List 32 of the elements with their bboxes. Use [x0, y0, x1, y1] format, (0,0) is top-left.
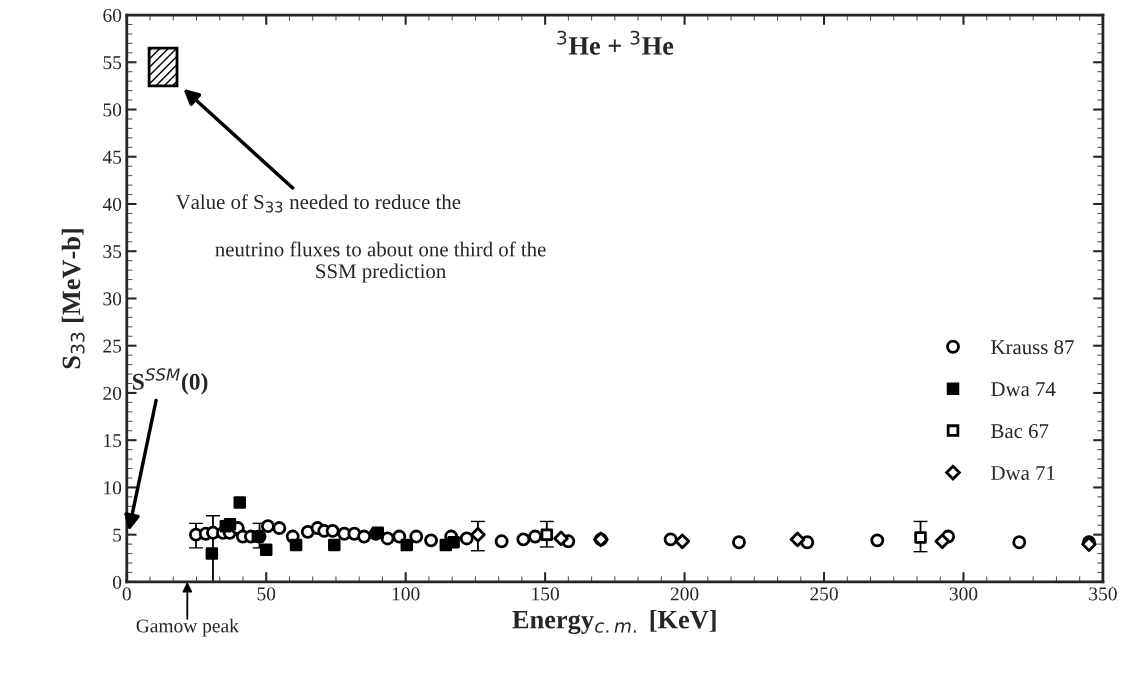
- x-tick-label: 300: [949, 587, 978, 601]
- y-tick-label: 30: [103, 292, 122, 306]
- y-tick-label: 15: [104, 434, 122, 448]
- legend-label: Dwa 74: [991, 382, 1056, 397]
- x-tick-label: 0: [122, 587, 131, 601]
- y-tick-label: 5: [113, 528, 122, 542]
- legend-label: Bac 67: [991, 424, 1049, 439]
- x-axis-title: Energy$_{c.m.}$ [KeV]: [512, 609, 716, 635]
- text: $^{3}$He + $^{3}$He: [557, 30, 674, 55]
- y-tick-label: 55: [103, 56, 122, 70]
- y-tick-label: 60: [103, 8, 122, 22]
- annotation: S$^{SSM}$(0): [132, 368, 208, 395]
- legend-label: Krauss 87: [991, 340, 1074, 355]
- y-tick-label: 45: [102, 150, 122, 164]
- x-tick-label: 350: [1089, 587, 1117, 601]
- y-tick-label: 50: [103, 103, 122, 117]
- x-tick-label: 200: [670, 587, 699, 601]
- x-tick-label: 150: [532, 587, 559, 601]
- y-tick-label: 10: [104, 481, 122, 495]
- x-tick-label: 250: [810, 587, 838, 601]
- x-tick-label: 50: [257, 587, 276, 601]
- y-tick-label: 25: [103, 339, 122, 353]
- annotation: neutrino fluxes to about one third of the SSM prediction: [215, 241, 546, 283]
- y-tick-label: 20: [103, 386, 122, 400]
- y-tick-label: 0: [112, 575, 122, 589]
- annotation: Value of S$_{33}$ needed to reduce the: [175, 194, 461, 213]
- y-axis-title: S$_{33}$ [MeV-b]: [61, 229, 85, 369]
- text: Gamow peak: [136, 618, 239, 637]
- y-tick-label: 35: [103, 245, 122, 259]
- legend-label: Dwa 71: [991, 466, 1055, 481]
- x-tick-label: 100: [392, 587, 420, 601]
- y-tick-label: 40: [102, 197, 122, 211]
